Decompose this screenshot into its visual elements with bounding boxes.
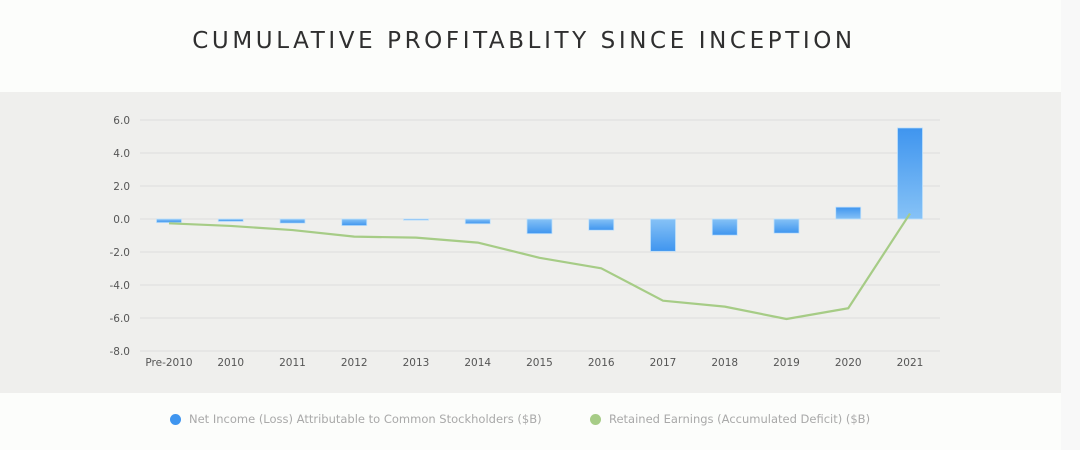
x-tick-label: 2010 [217,357,244,369]
x-tick-label: 2014 [464,357,491,369]
y-tick-label: 0.0 [113,214,130,226]
legend-label-net-income: Net Income (Loss) Attributable to Common… [189,412,542,426]
bar-2016[interactable] [588,218,615,231]
right-edge-strip [1061,0,1080,450]
x-tick-label: 2016 [588,357,615,369]
bar-pre-2010[interactable] [156,218,182,224]
y-tick-label: 4.0 [113,148,130,160]
bar-2014[interactable] [464,218,491,225]
y-tick-label: 2.0 [113,181,130,193]
legend-item-net-income[interactable]: Net Income (Loss) Attributable to Common… [170,412,542,426]
bar-2020[interactable] [835,206,862,220]
y-tick-label: -8.0 [110,346,131,358]
x-tick-label: 2018 [711,357,738,369]
chart-title: CUMULATIVE PROFITABLITY SINCE INCEPTION [192,28,856,54]
legend: Net Income (Loss) Attributable to Common… [0,412,1061,432]
bar-2019[interactable] [773,218,800,234]
x-tick-label: 2013 [403,357,430,369]
x-tick-label: 2019 [773,357,800,369]
bar-2012[interactable] [341,218,368,226]
x-tick-label: 2015 [526,357,553,369]
x-tick-label: Pre-2010 [145,357,192,369]
x-tick-label: 2017 [650,357,677,369]
x-tick-label: 2012 [341,357,368,369]
bar-2013[interactable] [403,218,429,221]
legend-item-retained-earnings[interactable]: Retained Earnings (Accumulated Deficit) … [590,412,870,426]
x-axis-ticks: Pre-2010 2010 2011 2012 2013 2014 2015 2016 2017… [145,357,923,369]
x-tick-label: 2021 [897,357,924,369]
bar-series [156,127,923,252]
legend-marker-blue-dot-icon [170,413,181,425]
bar-2011[interactable] [279,218,306,224]
bar-2018[interactable] [711,218,738,236]
legend-marker-green-dot-icon [590,413,601,425]
y-tick-label: -4.0 [110,280,131,292]
y-tick-label: 6.0 [113,115,130,127]
x-tick-label: 2011 [279,357,306,369]
bar-2010[interactable] [217,218,244,222]
legend-label-retained-earnings: Retained Earnings (Accumulated Deficit) … [609,412,871,426]
y-tick-label: -6.0 [110,313,131,325]
y-axis-ticks: 6.0 4.0 2.0 0.0 -2.0 -4.0 -6.0 -8.0 [110,115,131,358]
bar-2017[interactable] [650,218,676,252]
y-tick-label: -2.0 [110,247,131,259]
chart-panel [0,92,1061,393]
bar-2021[interactable] [897,127,923,220]
bar-2015[interactable] [526,218,553,235]
gridlines [140,119,940,352]
x-tick-label: 2020 [835,357,862,369]
line-series [168,212,911,321]
